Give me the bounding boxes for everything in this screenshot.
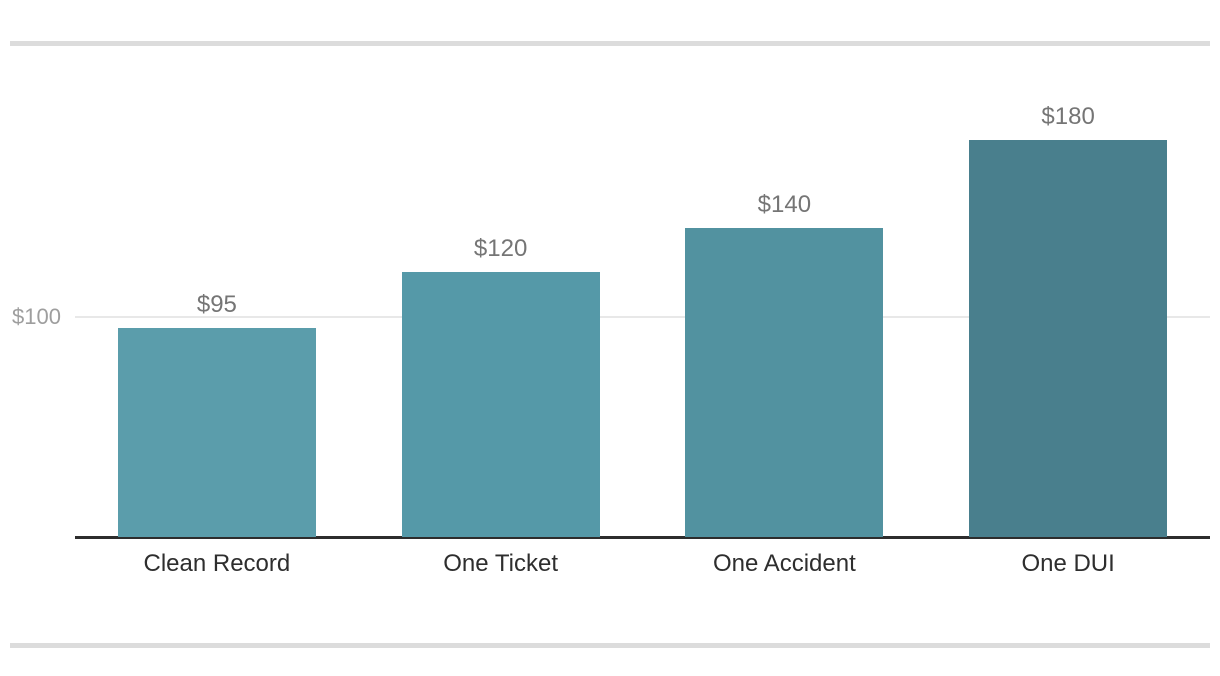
bar-clean-record[interactable]: [117, 327, 316, 537]
x-axis-label-one-accident: One Accident: [712, 550, 856, 577]
x-axis-label-clean-record: Clean Record: [143, 550, 291, 577]
x-axis-line: [75, 536, 1210, 539]
bar-value-label-one-dui: $180: [1041, 103, 1095, 131]
top-divider: [10, 41, 1210, 46]
x-axis-label-one-ticket: One Ticket: [443, 550, 558, 577]
bar-one-dui[interactable]: [969, 140, 1168, 537]
bar-one-ticket[interactable]: [401, 272, 600, 537]
x-axis-label-one-dui: One DUI: [1021, 550, 1115, 577]
y-axis-tick-label: $100: [12, 303, 61, 329]
y-gridline: [75, 315, 1210, 318]
bar-value-label-clean-record: $95: [196, 290, 237, 318]
bar-value-label-one-ticket: $120: [473, 235, 528, 263]
bar-value-label-one-accident: $140: [757, 191, 812, 219]
bottom-divider: [10, 643, 1210, 648]
bar-one-accident[interactable]: [685, 228, 884, 537]
